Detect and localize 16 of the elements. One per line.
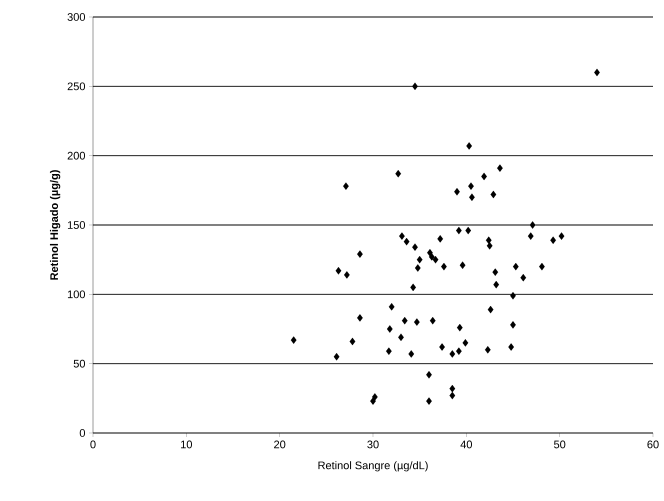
y-tick-label: 0 [80, 429, 86, 437]
x-tick-label: 40 [460, 440, 472, 448]
x-tick-label: 60 [647, 440, 659, 448]
y-tick-label: 150 [68, 221, 86, 229]
x-tick-label: 20 [274, 440, 286, 448]
x-tick-label: 10 [181, 440, 192, 448]
x-tick-label: 0 [90, 440, 96, 448]
y-tick-label: 50 [74, 360, 86, 368]
y-tick-label: 200 [68, 152, 86, 160]
y-tick-label: 100 [68, 290, 86, 298]
y-axis-title: Retinol Higado (µg/g) [50, 170, 60, 280]
y-tick-label: 250 [68, 82, 86, 90]
x-tick-label: 50 [554, 440, 566, 448]
x-axis-title: Retinol Sangre (µg/dL) [318, 461, 428, 472]
y-tick-label: 300 [68, 13, 86, 21]
x-tick-label: 30 [367, 440, 379, 448]
